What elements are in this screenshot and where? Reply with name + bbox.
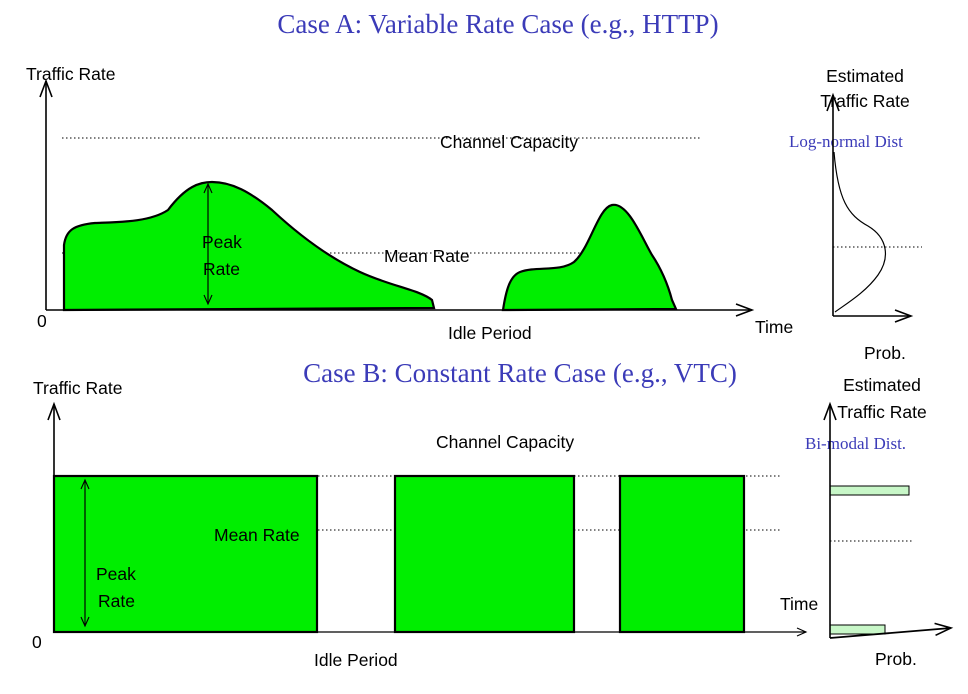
case-a-capacity-label: Channel Capacity: [440, 132, 578, 152]
case-b-burst-2: [393, 474, 576, 634]
case-b-peak-label-2: Rate: [98, 591, 135, 611]
case-b-dist-bar-low: [829, 624, 886, 635]
case-a-peak-label-1: Peak: [202, 232, 242, 252]
case-a-y-label: Traffic Rate: [26, 64, 115, 84]
case-a-burst-2: [501, 203, 678, 312]
case-b-dist-y-label-2: Traffic Rate: [837, 402, 926, 422]
case-b-dist-name: Bi-modal Dist.: [805, 434, 906, 453]
case-b-title: Case B: Constant Rate Case (e.g., VTC): [303, 358, 737, 388]
case-a-title: Case A: Variable Rate Case (e.g., HTTP): [277, 9, 718, 39]
case-a-dist-y-label-1: Estimated: [826, 66, 904, 86]
case-b-burst-1: [52, 474, 319, 634]
case-b-origin: 0: [32, 632, 42, 652]
case-b-dist-x-label: Prob.: [875, 649, 917, 669]
case-b-dist-y-label-1: Estimated: [843, 375, 921, 395]
case-a-dist-name: Log-normal Dist: [789, 132, 903, 151]
case-b-dist-x-axis: [829, 622, 954, 639]
case-b-time-label: Time: [780, 594, 818, 614]
case-a-idle-label: Idle Period: [448, 323, 532, 343]
case-a-time-label: Time: [755, 317, 793, 337]
case-b-idle-label: Idle Period: [314, 650, 398, 670]
case-a-mean-label: Mean Rate: [384, 246, 470, 266]
case-b-y-label: Traffic Rate: [33, 378, 122, 398]
case-a-lognormal-curve: [833, 151, 886, 313]
case-a-origin: 0: [37, 311, 47, 331]
case-b-mean-label: Mean Rate: [214, 525, 300, 545]
case-b-dist-bar-high: [829, 485, 910, 496]
case-a-dist-y-label-2: Traffic Rate: [820, 91, 909, 111]
case-a-peak-label-2: Rate: [203, 259, 240, 279]
case-a-dist-x-label: Prob.: [864, 343, 906, 363]
case-b-peak-label-1: Peak: [96, 564, 136, 584]
case-b-burst-3: [618, 474, 746, 634]
case-b-capacity-label: Channel Capacity: [436, 432, 574, 452]
case-a-burst-1: [62, 180, 436, 312]
